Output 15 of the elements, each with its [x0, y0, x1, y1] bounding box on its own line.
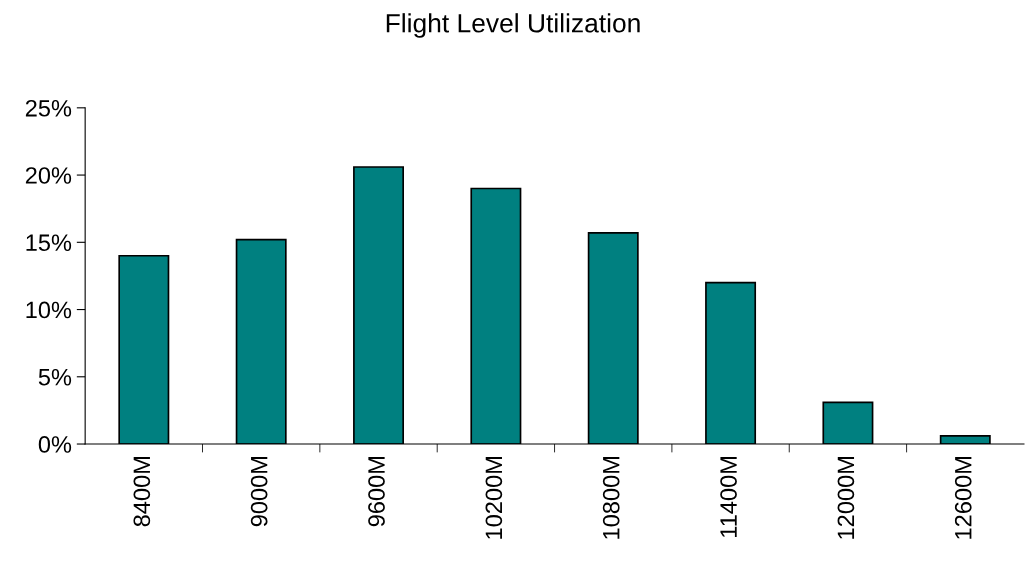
chart-title: Flight Level Utilization: [386, 13, 640, 38]
x-tick-label: 9000M: [250, 457, 268, 527]
x-tick-label: 10200M: [485, 457, 503, 539]
y-tick-label: 5%: [38, 368, 72, 386]
y-tick-label: 10%: [26, 301, 72, 319]
x-tick-label: 8400M: [133, 457, 151, 527]
x-tick-label: 12600M: [954, 457, 972, 539]
x-tick-label: 11400M: [720, 457, 737, 537]
y-tick-label: 0%: [38, 436, 72, 453]
x-tick-label: 12000M: [837, 457, 855, 539]
x-tick-label: 10800M: [602, 457, 620, 539]
y-tick-label: 15%: [26, 234, 72, 252]
y-tick-label: 20%: [25, 167, 72, 184]
x-tick-label: 9600M: [368, 457, 385, 527]
y-tick-label: 25%: [25, 99, 72, 117]
